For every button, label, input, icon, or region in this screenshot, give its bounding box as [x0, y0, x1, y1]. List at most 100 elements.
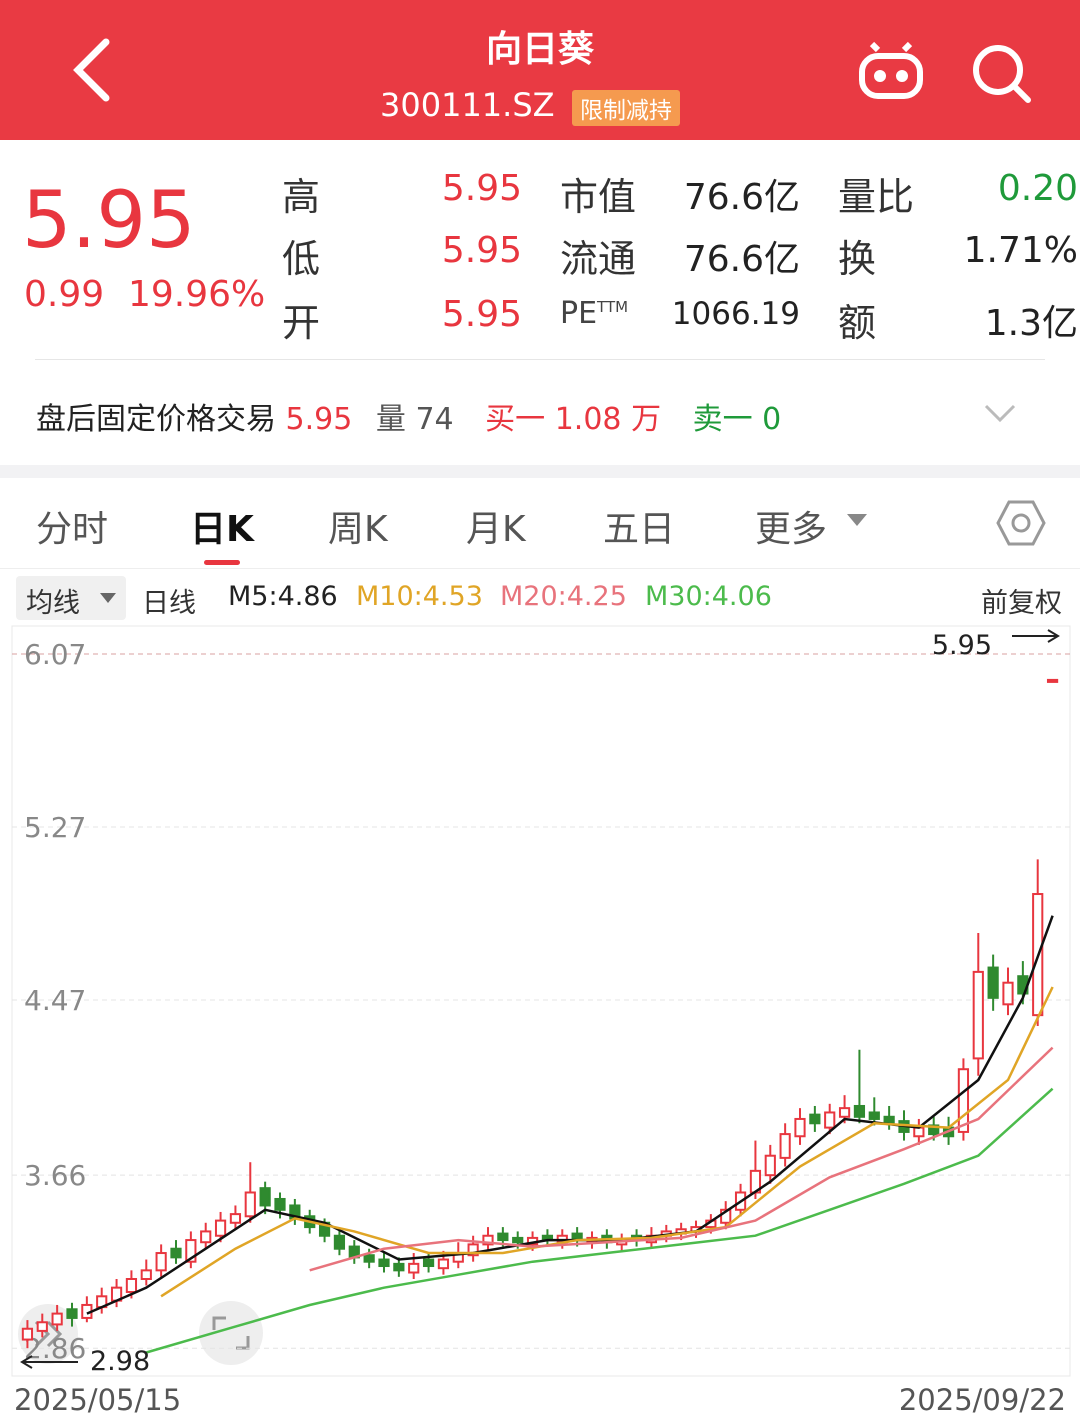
expand-button[interactable] — [980, 398, 1020, 428]
candle-body — [21, 1327, 34, 1341]
stock-name: 向日葵 — [485, 29, 594, 70]
stat-label: 开 — [282, 301, 321, 345]
ma-label: M10:4.53 — [356, 581, 483, 612]
candle-body — [185, 1239, 197, 1263]
candle-body — [497, 1232, 509, 1242]
candle-body — [393, 1262, 405, 1272]
stat-value: 1066.19 — [671, 296, 800, 332]
y-tick-label: 6.07 — [24, 638, 86, 671]
min-arrow — [20, 1355, 78, 1369]
candle-body — [66, 1308, 78, 1319]
candle-body — [779, 1133, 791, 1159]
tab-active[interactable]: 日K — [190, 509, 254, 550]
overlay-buttons — [18, 1301, 263, 1365]
settings-button[interactable] — [996, 498, 1046, 548]
stat-label: 额 — [838, 301, 877, 345]
ask: 0 — [762, 402, 782, 437]
candle-body — [868, 1111, 880, 1120]
stat-label: PETTM — [560, 296, 628, 331]
stat-value: 5.95 — [441, 294, 522, 335]
tab[interactable]: 五日 — [603, 509, 676, 550]
stat-label: 流通 — [560, 237, 637, 281]
volume-label: 量 — [375, 402, 406, 437]
ma-selector-icon — [100, 593, 116, 603]
period: 日线 — [142, 588, 196, 619]
candle-body — [244, 1191, 256, 1218]
after-hours[interactable]: 盘后固定价格交易 5.95 量 74 买一 1.08 万 卖一 0 — [36, 394, 781, 438]
candle-body — [987, 966, 999, 999]
candle-body — [809, 1113, 821, 1125]
candle-body — [883, 1115, 895, 1125]
ma-label: M20:4.25 — [500, 581, 627, 612]
assistant-button[interactable] — [859, 41, 923, 99]
header: 向日葵 300111.SZ 限制减持 — [0, 0, 1080, 140]
divider — [35, 359, 1045, 360]
badge: 限制减持 — [572, 90, 680, 126]
fullscreen-button[interactable] — [199, 1301, 263, 1365]
section-gap — [0, 465, 1080, 478]
ma-line — [160, 986, 1054, 1298]
tab-indicator — [204, 560, 240, 565]
candle-body — [957, 1068, 970, 1133]
candle-body — [482, 1234, 494, 1246]
y-tick-label: 5.27 — [24, 811, 86, 844]
back-button[interactable] — [73, 38, 110, 102]
candle-body — [36, 1321, 48, 1332]
candle-body — [1002, 981, 1014, 1006]
y-tick-label: 2.86 — [24, 1332, 86, 1365]
min-label: 2.98 — [90, 1346, 150, 1377]
tab[interactable]: 分时 — [36, 509, 109, 550]
candle-body — [928, 1124, 940, 1136]
chart-frame — [11, 625, 1071, 1377]
x-tick-label: 2025/05/15 — [14, 1383, 181, 1417]
ma-line — [86, 915, 1054, 1315]
tab[interactable]: 更多 — [755, 509, 828, 550]
after-hours-price: 5.95 — [285, 402, 353, 437]
bid-label: 买一 — [485, 402, 546, 437]
candle-body — [720, 1208, 732, 1224]
candle-body — [125, 1278, 138, 1293]
tab[interactable]: 周K — [328, 509, 388, 550]
stat-label: 市值 — [560, 175, 637, 219]
stat-label: 低 — [282, 237, 321, 281]
candle-body — [824, 1111, 836, 1129]
volume: 74 — [415, 402, 454, 437]
candle-body — [259, 1187, 271, 1207]
candle-body — [378, 1258, 390, 1268]
candle-body — [408, 1262, 420, 1274]
candle-body — [467, 1243, 479, 1257]
candle-body — [853, 1104, 866, 1118]
price: 5.95 — [22, 176, 196, 266]
candle-body — [794, 1117, 806, 1138]
candle-body — [200, 1230, 212, 1244]
stat-value: 1.71% — [963, 230, 1078, 271]
tab-dropdown-icon — [847, 514, 867, 526]
change: 0.99 — [24, 274, 105, 315]
header-icons — [73, 38, 1031, 103]
ma-label: M30:4.06 — [645, 581, 772, 612]
search-button[interactable] — [973, 45, 1031, 103]
candle-body — [155, 1252, 167, 1272]
candle-body — [229, 1213, 242, 1224]
stat-label: 高 — [282, 175, 321, 219]
candle-body — [913, 1126, 925, 1138]
candle-body — [363, 1254, 375, 1263]
candle-body — [422, 1258, 435, 1268]
stat-value: 76.6亿 — [683, 239, 800, 280]
candle-body — [274, 1197, 286, 1211]
candle-body — [170, 1247, 182, 1259]
candle-body — [972, 970, 984, 1060]
candle-body — [51, 1312, 63, 1326]
candle-body — [1046, 678, 1059, 683]
x-tick-label: 2025/09/22 — [899, 1383, 1066, 1417]
tab[interactable]: 月K — [466, 509, 526, 550]
divider — [0, 568, 1080, 569]
candle-body — [214, 1219, 227, 1237]
adjust-mode[interactable]: 前复权 — [981, 588, 1062, 619]
stat-value: 76.6亿 — [683, 177, 800, 218]
stat-label: 换 — [838, 237, 877, 281]
after-hours-label: 盘后固定价格交易 — [36, 402, 276, 437]
stat-label-text: PE — [560, 296, 598, 331]
